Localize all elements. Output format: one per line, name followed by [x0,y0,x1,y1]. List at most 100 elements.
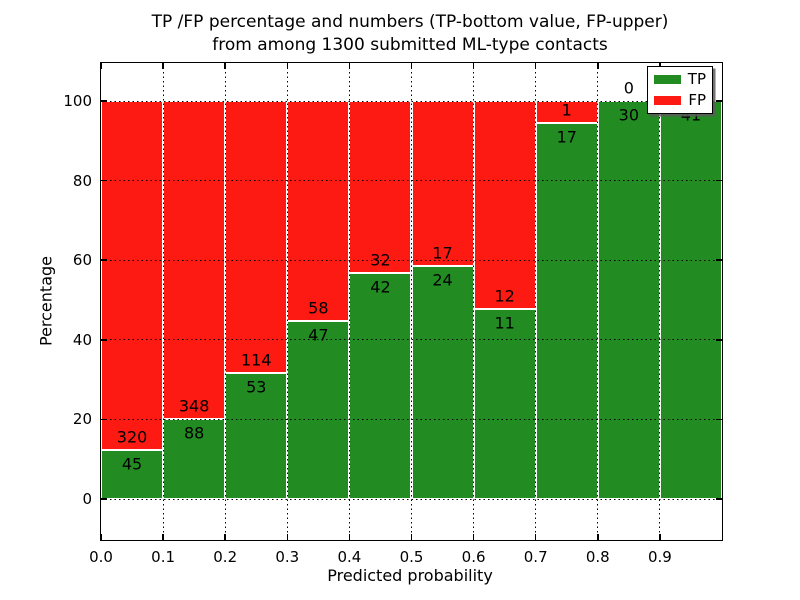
y-tick [101,339,107,341]
bar-segment-tp [659,101,722,499]
fp-count-label: 1 [561,100,572,120]
x-tick-label: 0.7 [523,548,548,566]
chart-title-line2: from among 1300 submitted ML-type contac… [212,35,608,55]
tp-count-label: 88 [183,423,205,443]
x-tick [534,63,537,69]
x-tick [286,63,289,69]
x-tick [162,63,164,69]
bar-segment-tp [101,450,164,499]
fp-count-label: 114 [240,350,272,370]
fp-count-label: 348 [178,396,210,416]
y-tick [101,498,107,500]
bar-segment-tp [163,418,226,499]
v-gridline [348,63,350,540]
bar-segment-fp [225,101,288,373]
legend-label-fp: FP [688,91,706,109]
bar-segment-fp [535,101,598,124]
chart-title: TP /FP percentage and numbers (TP-bottom… [152,11,669,57]
fp-swatch-icon [654,96,681,105]
y-tick [716,100,722,102]
fp-count-label: 58 [308,298,329,318]
fp-count-label: 17 [432,243,453,263]
v-gridline [473,63,475,540]
bar-segment-tp [597,101,660,499]
chart-title-line1: TP /FP percentage and numbers (TP-bottom… [151,12,669,32]
plot-area: 3204534888114535847324217241211117030041… [63,62,723,566]
legend-label-tp: TP [687,70,706,88]
y-tick-label: 40 [72,330,92,349]
y-axis-label: Percentage [36,255,56,347]
v-gridline [659,63,661,540]
x-tick [348,534,351,540]
y-tick [101,259,107,261]
x-tick [348,63,351,69]
x-tick-label: 0.4 [337,548,362,566]
x-tick [659,534,661,540]
x-tick [100,534,102,540]
legend-item-tp: TP [654,72,706,87]
tp-swatch-icon [654,75,681,84]
y-tick [716,259,722,261]
y-tick-label: 100 [63,92,92,110]
x-axis-label: Predicted probability [327,566,493,585]
y-tick [101,100,107,102]
x-tick [597,63,599,69]
tp-count-label: 53 [246,377,267,397]
y-tick [716,179,722,182]
legend: TP FP [647,66,713,114]
x-tick [410,534,413,540]
legend-item-fp: FP [654,93,706,108]
bar-segment-fp [473,101,536,309]
tp-count-label: 47 [308,325,329,345]
x-tick-label: 0.2 [213,548,238,566]
y-tick-label: 80 [72,171,92,190]
bar-segment-tp [225,372,288,499]
bar-segment-tp [535,123,598,499]
v-gridline [597,63,599,540]
x-tick-label: 0.1 [151,548,176,566]
x-tick [534,534,537,540]
tp-count-label: 24 [432,270,453,290]
v-gridline [224,63,226,540]
bar-segment-fp [101,101,164,451]
v-gridline [411,63,412,540]
x-tick [286,534,289,540]
fp-count-label: 0 [623,78,634,98]
tp-count-label: 45 [121,454,143,474]
tp-count-label: 11 [494,313,515,333]
tp-count-label: 30 [618,105,640,125]
x-tick [410,63,413,69]
y-tick-label: 20 [72,410,92,429]
x-tick [100,63,102,69]
y-tick-label: 60 [72,251,92,270]
x-tick-label: 0.3 [275,548,300,566]
x-tick [224,534,226,540]
y-tick [716,418,722,421]
y-tick [101,418,107,421]
x-tick [597,534,599,540]
x-tick-label: 0.6 [461,548,486,566]
x-tick [162,534,164,540]
v-gridline [535,63,537,540]
bar-segment-tp [473,308,536,499]
x-tick-label: 0.5 [399,548,424,566]
tp-count-label: 17 [556,127,577,147]
y-tick [101,179,107,182]
y-tick [716,339,722,341]
tp-count-label: 42 [370,277,391,297]
fp-count-label: 320 [116,427,148,447]
x-tick-label: 0.9 [647,548,672,566]
bar-segment-fp [287,101,350,321]
bar-segment-tp [349,272,412,499]
y-tick [716,498,722,500]
bar-segment-fp [411,101,474,267]
x-tick [472,534,475,540]
x-tick-label: 0.8 [585,548,610,566]
x-tick [224,63,226,69]
y-tick-label: 0 [82,490,92,508]
bar-segment-tp [287,320,350,499]
v-gridline [162,63,164,540]
bar-segment-fp [349,101,412,273]
fp-count-label: 32 [370,250,391,270]
fp-count-label: 12 [494,286,515,306]
